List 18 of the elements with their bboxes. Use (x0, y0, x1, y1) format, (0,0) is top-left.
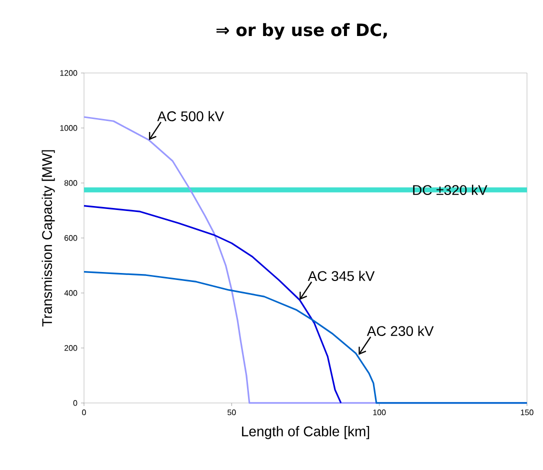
x-tick-label: 50 (228, 410, 236, 416)
y-tick-label: 800 (64, 180, 78, 186)
x-tick-label: 150 (520, 410, 534, 416)
x-tick-label: 100 (373, 410, 386, 416)
annotation: AC 230 kV (366, 326, 434, 336)
x-axis-title: Length of Cable [km] (242, 426, 370, 440)
chart-title: ⇒ or by use of DC, (216, 23, 387, 40)
y-tick-label: 600 (64, 235, 78, 241)
y-tick-label: 200 (64, 345, 78, 351)
annotation: AC 500 kV (157, 110, 224, 122)
y-tick-label: 0 (73, 400, 78, 406)
y-tick-label: 400 (64, 290, 78, 296)
y-axis-title: Transmission Capacity [MW] (42, 150, 55, 326)
x-tick-label: 0 (82, 410, 86, 416)
line-series (83, 271, 528, 404)
y-tick-label: 1200 (60, 70, 78, 76)
annotation: AC 345 kV (308, 270, 375, 282)
y-tick-label: 1000 (60, 125, 78, 131)
